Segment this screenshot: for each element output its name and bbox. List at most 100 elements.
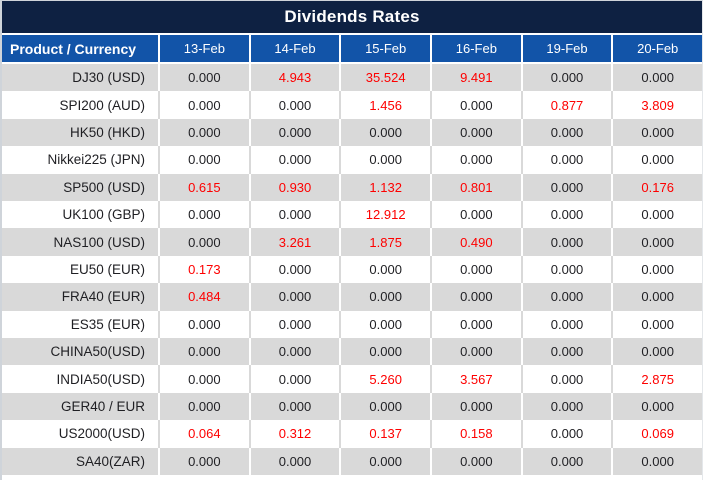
- value-cell: 0.000: [251, 447, 342, 476]
- value-cell: 0.000: [251, 392, 342, 421]
- value-cell: 0.000: [523, 447, 614, 476]
- value-cell: 0.000: [432, 118, 523, 147]
- table-row: SPI200 (AUD) 0.000 0.000 1.456 0.000 0.877 3.8…: [2, 91, 702, 119]
- value-cell: 1.456: [341, 91, 433, 119]
- table-row: Nikkei225 (JPN) 0.000 0.000 0.000 0.000 0.000…: [2, 146, 702, 174]
- value-cell: 0.000: [523, 392, 614, 421]
- table-row: UK100 (GBP) 0.000 0.000 12.912 0.000 0.000 0.0…: [2, 201, 702, 229]
- value-cell: 0.000: [523, 420, 614, 448]
- value-cell: 0.000: [341, 118, 433, 147]
- table-row: HK50 (HKD) 0.000 0.000 0.000 0.000 0.000 0.000: [2, 118, 702, 147]
- value-cell: 1.875: [341, 228, 433, 256]
- product-cell: FRA40 (EUR): [2, 283, 160, 311]
- table-header-row: Product / Currency 13-Feb 14-Feb 15-Feb 16-…: [2, 35, 702, 64]
- value-cell: 0.000: [432, 146, 523, 174]
- value-cell: 0.000: [641, 453, 674, 469]
- value-cell: 0.000: [251, 365, 342, 393]
- value-cell: 1.132: [341, 173, 433, 202]
- product-cell: NAS100 (USD): [2, 228, 160, 256]
- value-cell: 0.000: [341, 310, 433, 339]
- value-cell: 0.000: [641, 125, 674, 141]
- value-cell: 0.000: [160, 146, 251, 174]
- table-row: EU50 (EUR) 0.173 0.000 0.000 0.000 0.000 0.000: [2, 255, 702, 284]
- product-cell: GER40 / EUR: [2, 392, 160, 421]
- value-cell: 0.000: [341, 338, 433, 366]
- value-cell: 0.312: [251, 420, 342, 448]
- value-cell: 0.000: [641, 234, 674, 250]
- value-cell: 0.000: [523, 64, 614, 92]
- table-row: ES35 (EUR) 0.000 0.000 0.000 0.000 0.000 0.000: [2, 310, 702, 339]
- value-cell: 4.943: [251, 64, 342, 92]
- value-cell: 0.000: [341, 392, 433, 421]
- value-cell: 0.000: [251, 201, 342, 229]
- value-cell: 3.809: [641, 97, 674, 113]
- table-body: DJ30 (USD) 0.000 4.943 35.524 9.491 0.000 0.00…: [2, 64, 702, 476]
- value-cell: 0.000: [523, 283, 614, 311]
- product-cell: SA40(ZAR): [2, 447, 160, 476]
- value-cell: 0.000: [160, 392, 251, 421]
- value-cell: 0.064: [160, 420, 251, 448]
- value-cell: 2.875: [641, 371, 674, 387]
- value-cell: 0.000: [341, 146, 433, 174]
- value-cell: 0.000: [160, 447, 251, 476]
- value-cell: 0.000: [251, 310, 342, 339]
- value-cell: 0.000: [523, 255, 614, 284]
- value-cell: 0.158: [432, 420, 523, 448]
- table-row: FRA40 (EUR) 0.484 0.000 0.000 0.000 0.000 0.00…: [2, 283, 702, 311]
- value-cell: 0.000: [523, 228, 614, 256]
- value-cell: 0.000: [523, 173, 614, 202]
- value-cell: 0.000: [160, 201, 251, 229]
- column-header-date: 16-Feb: [432, 35, 523, 62]
- value-cell: 0.000: [641, 399, 674, 415]
- value-cell: 0.484: [160, 283, 251, 311]
- value-cell: 0.000: [160, 338, 251, 366]
- value-cell: 0.176: [641, 179, 674, 195]
- table-row: DJ30 (USD) 0.000 4.943 35.524 9.491 0.000 0.00…: [2, 64, 702, 92]
- value-cell: 0.000: [160, 91, 251, 119]
- product-cell: ES35 (EUR): [2, 310, 160, 339]
- value-cell: 0.000: [523, 365, 614, 393]
- column-header-date: 20-Feb: [637, 41, 679, 56]
- value-cell: 0.000: [641, 316, 674, 332]
- value-cell: 0.000: [160, 118, 251, 147]
- column-header-date: 13-Feb: [160, 35, 251, 62]
- value-cell: 0.000: [641, 70, 674, 86]
- value-cell: 0.490: [432, 228, 523, 256]
- value-cell: 0.930: [251, 173, 342, 202]
- value-cell: 0.000: [160, 365, 251, 393]
- value-cell: 0.000: [341, 283, 433, 311]
- column-header-date: 15-Feb: [341, 35, 433, 62]
- product-cell: US2000(USD): [2, 420, 160, 448]
- product-cell: INDIA50(USD): [2, 365, 160, 393]
- value-cell: 0.000: [432, 447, 523, 476]
- value-cell: 0.137: [341, 420, 433, 448]
- value-cell: 0.000: [523, 338, 614, 366]
- value-cell: 0.000: [432, 201, 523, 229]
- value-cell: 0.000: [523, 118, 614, 147]
- value-cell: 0.000: [523, 146, 614, 174]
- product-cell: EU50 (EUR): [2, 255, 160, 284]
- value-cell: 0.000: [523, 201, 614, 229]
- value-cell: 0.000: [160, 310, 251, 339]
- value-cell: 0.000: [341, 255, 433, 284]
- value-cell: 0.000: [523, 310, 614, 339]
- value-cell: 0.000: [641, 289, 674, 305]
- product-cell: Nikkei225 (JPN): [2, 146, 160, 174]
- table-row: INDIA50(USD) 0.000 0.000 5.260 3.567 0.000 2.8…: [2, 365, 702, 393]
- value-cell: 0.801: [432, 173, 523, 202]
- value-cell: 0.000: [251, 338, 342, 366]
- table-row: GER40 / EUR 0.000 0.000 0.000 0.000 0.000 0.00…: [2, 392, 702, 421]
- value-cell: 0.000: [432, 310, 523, 339]
- product-cell: HK50 (HKD): [2, 118, 160, 147]
- product-cell: UK100 (GBP): [2, 201, 160, 229]
- value-cell: 0.000: [641, 344, 674, 360]
- table-row: SA40(ZAR) 0.000 0.000 0.000 0.000 0.000 0.000: [2, 447, 702, 476]
- column-header-date: 19-Feb: [523, 35, 614, 62]
- value-cell: 0.000: [432, 255, 523, 284]
- product-cell: SPI200 (AUD): [2, 91, 160, 119]
- value-cell: 0.000: [251, 91, 342, 119]
- column-header-product-currency: Product / Currency: [2, 35, 160, 62]
- value-cell: 0.000: [251, 146, 342, 174]
- value-cell: 0.000: [641, 262, 674, 278]
